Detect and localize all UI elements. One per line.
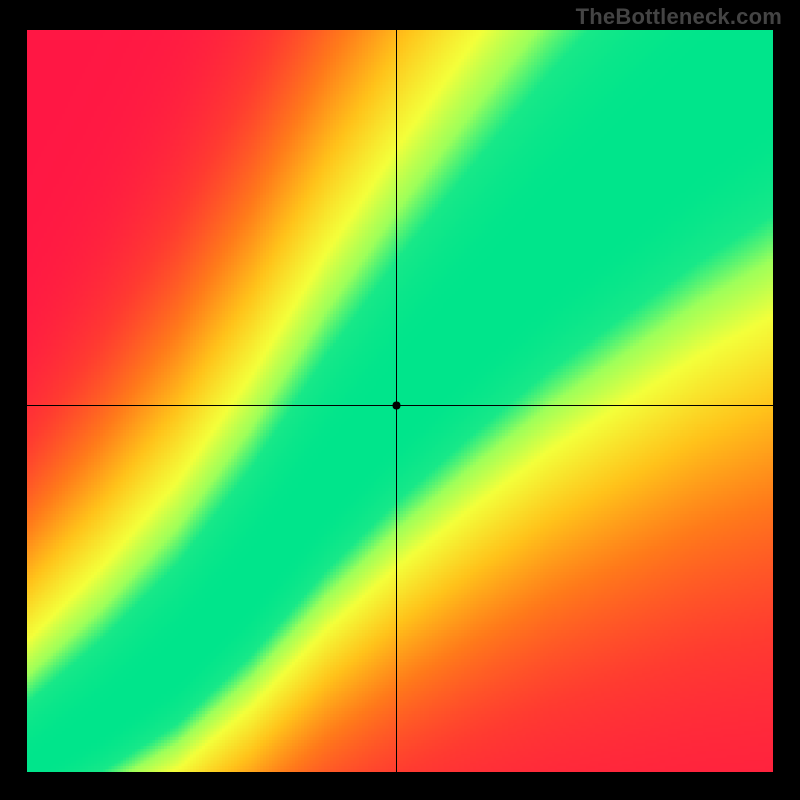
watermark-text: TheBottleneck.com — [576, 4, 782, 30]
crosshair-overlay — [27, 30, 773, 772]
chart-container: TheBottleneck.com — [0, 0, 800, 800]
